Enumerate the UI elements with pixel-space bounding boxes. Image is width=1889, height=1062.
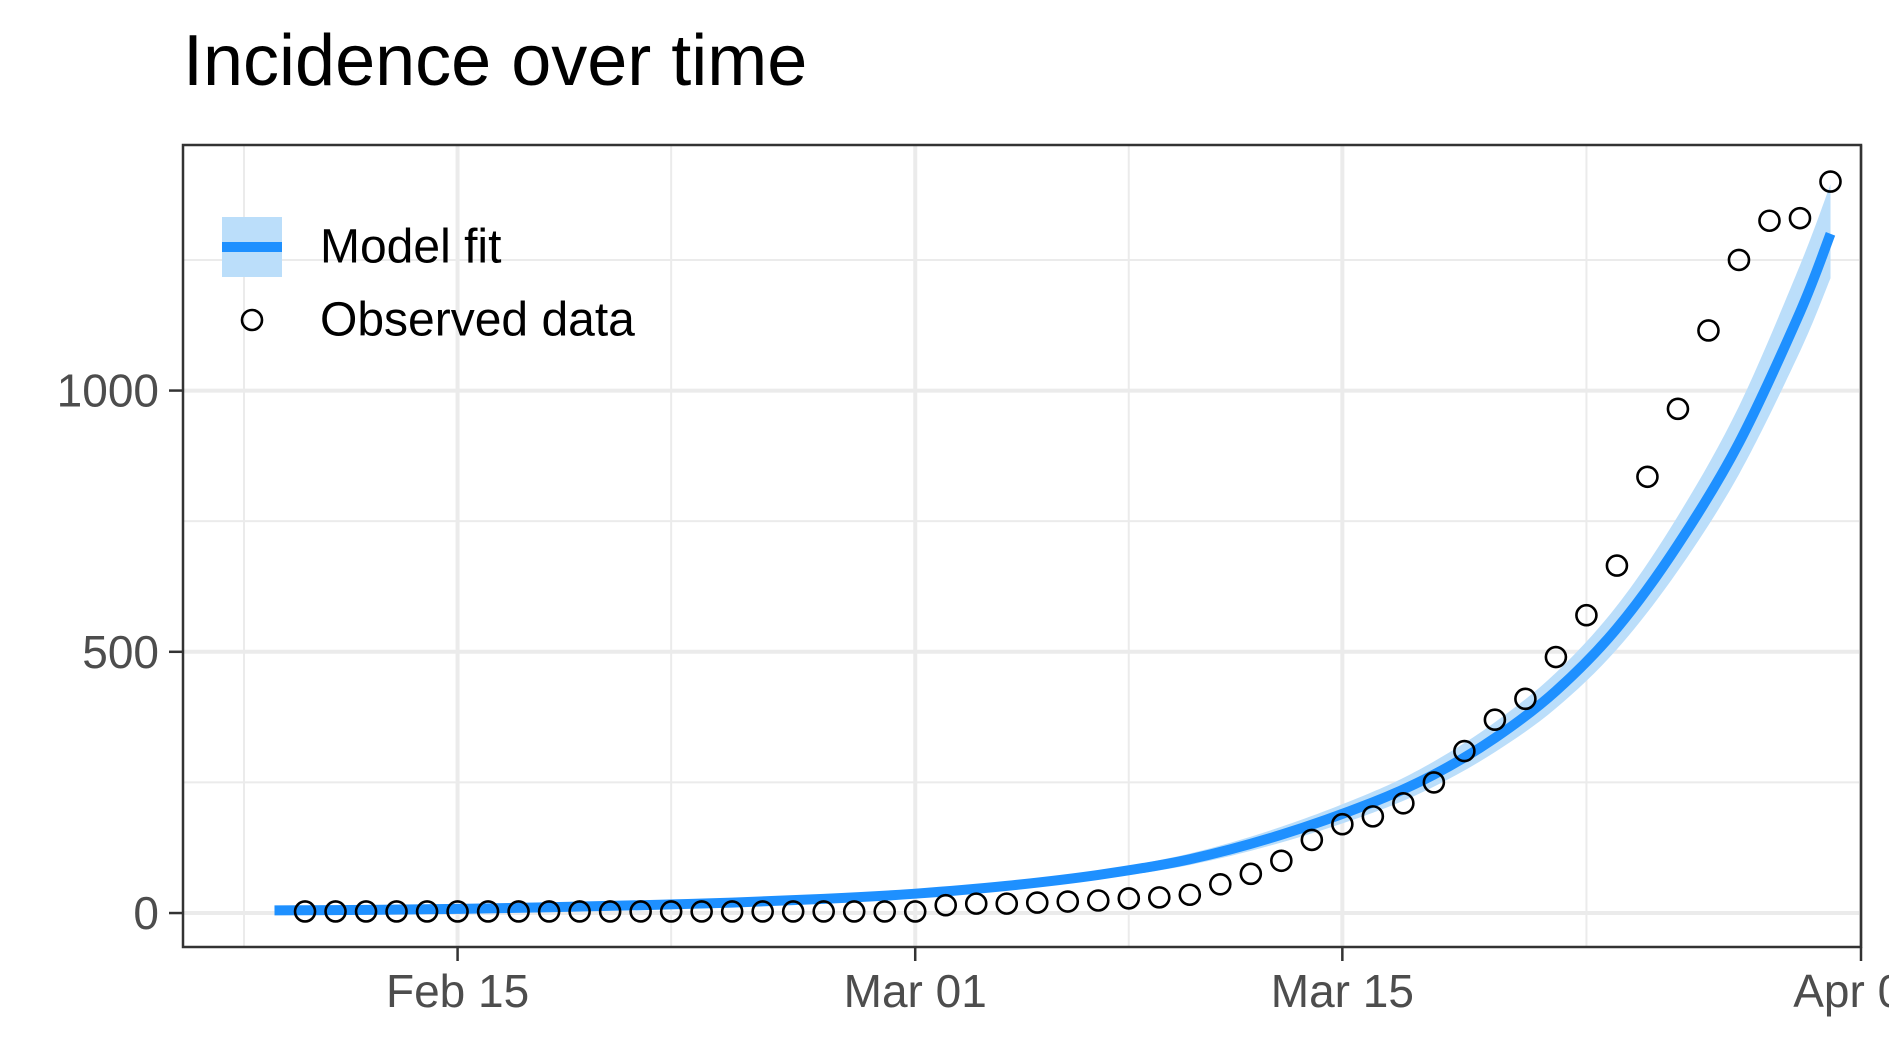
observed-point <box>1697 319 1720 342</box>
observed-point <box>781 900 805 923</box>
legend: Model fit Observed data <box>222 217 635 347</box>
observed-point <box>964 892 988 915</box>
y-tick-label-2: 1000 <box>57 365 159 417</box>
observed-point <box>415 900 439 923</box>
observed-point <box>1544 645 1568 669</box>
model-fit-line-layer <box>274 231 1836 916</box>
observed-point <box>507 900 530 923</box>
observed-point <box>1056 890 1080 913</box>
observed-point <box>446 900 469 923</box>
x-tick-label-2: Mar 15 <box>1271 965 1414 1017</box>
observed-point <box>1086 889 1110 912</box>
observed-point <box>1758 209 1781 233</box>
observed-point <box>1788 206 1812 230</box>
observed-point <box>1209 873 1232 896</box>
observed-point <box>1361 805 1385 828</box>
observed-point <box>1483 708 1507 732</box>
x-axis: Feb 15 Mar 01 Mar 15 Apr 01 <box>386 947 1889 1017</box>
observed-point <box>1239 862 1263 886</box>
chart-title: Incidence over time <box>183 21 808 101</box>
observed-point <box>1636 465 1659 489</box>
observed-point <box>1331 812 1354 836</box>
observed-point <box>1666 397 1690 421</box>
observed-point <box>1300 828 1324 852</box>
observed-point <box>629 900 652 923</box>
plot-panel-border <box>181 143 1863 949</box>
observed-point <box>1147 886 1171 909</box>
model-fit-line <box>274 231 1836 916</box>
observed-point <box>354 900 378 923</box>
observed-points-layer <box>293 170 1842 923</box>
observed-point <box>1422 771 1446 794</box>
observed-point <box>751 900 774 923</box>
observed-point <box>1117 887 1141 910</box>
y-axis: 0 500 1000 <box>57 365 183 939</box>
observed-point <box>537 900 561 923</box>
observed-point <box>1025 891 1049 914</box>
y-tick-label-1: 500 <box>82 626 159 678</box>
observed-point <box>1514 687 1537 711</box>
observed-point <box>1453 739 1476 763</box>
observed-point <box>903 900 927 923</box>
observed-point <box>1575 603 1598 627</box>
x-tick-label-1: Mar 01 <box>844 965 987 1017</box>
observed-point <box>568 900 591 923</box>
observed-point <box>842 900 866 923</box>
legend-label-1: Observed data <box>320 294 635 347</box>
x-tick-label-0: Feb 15 <box>386 965 529 1017</box>
x-tick-label-3: Apr 01 <box>1793 965 1889 1017</box>
observed-point <box>598 900 622 923</box>
observed-point <box>659 900 683 923</box>
observed-point <box>873 900 897 923</box>
observed-point <box>812 900 835 923</box>
observed-point <box>1605 554 1629 577</box>
observed-point <box>385 900 408 923</box>
observed-point <box>1819 170 1842 193</box>
observed-point <box>1392 792 1415 815</box>
legend-label-0: Model fit <box>320 221 501 274</box>
observed-point <box>1270 849 1293 873</box>
observed-point <box>293 900 317 923</box>
observed-point <box>324 900 347 923</box>
observed-point <box>476 900 500 923</box>
observed-point <box>934 893 958 917</box>
observed-point <box>1727 248 1751 272</box>
minor-gridlines <box>183 145 1861 947</box>
observed-point <box>690 900 713 923</box>
observed-point <box>720 900 744 923</box>
plot-panel-background <box>183 145 1861 947</box>
observed-point <box>1178 883 1202 907</box>
legend-key-point <box>240 308 264 332</box>
observed-point <box>995 892 1019 915</box>
y-tick-label-0: 0 <box>133 887 159 939</box>
